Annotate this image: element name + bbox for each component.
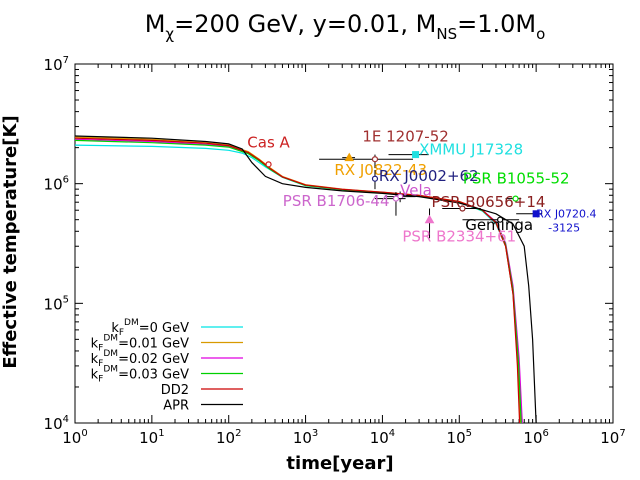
observation-label: PSR B1055-52: [463, 170, 570, 188]
circle-marker: [459, 205, 466, 212]
observation-2: RX J0822-43: [334, 152, 427, 179]
observation-label: Vela: [400, 181, 432, 199]
circle-marker: [265, 161, 272, 168]
plot-frame: [74, 63, 614, 424]
triangle-marker: [424, 214, 435, 224]
observation-label: Cas A: [247, 134, 290, 152]
legend-label-5: APR: [163, 399, 189, 414]
observation-label: RX J0822-43: [334, 161, 427, 179]
chart-title: Mχ=200 GeV, y=0.01, MNS=1.0Mo: [145, 10, 546, 43]
x-axis-label: time[year]: [286, 453, 393, 474]
observation-11: RX J0720.4 -3125: [516, 208, 597, 235]
y-tick-label: 105: [44, 294, 69, 313]
circle-marker: [512, 195, 519, 202]
observation-label: PSR B1706-44: [283, 192, 390, 210]
observation-label: XMMU J17328: [419, 141, 523, 159]
observation-5: Vela: [385, 181, 432, 203]
observation-3: XMMU J17328: [388, 141, 523, 159]
x-tick-label: 106: [523, 428, 548, 447]
circle-marker: [392, 195, 400, 202]
x-tick-label: 107: [600, 428, 625, 447]
curve-series: [74, 135, 537, 424]
x-axis-ticks: 100 101 102 103 104 105 106 107: [62, 64, 626, 447]
observation-7: PSR B2334+61: [402, 208, 516, 245]
legend-label-0: kFDM=0 GeV: [111, 318, 189, 338]
observation-10: Geminga: [462, 216, 533, 234]
x-tick-label: 104: [370, 428, 395, 447]
x-tick-label: 102: [216, 428, 241, 447]
observation-1: 1E 1207-52: [319, 128, 449, 169]
square-marker: [532, 210, 540, 218]
observation-label: PSR B2334+61: [402, 227, 516, 245]
observation-8: PSR B1055-52: [463, 170, 570, 202]
circle-marker: [371, 156, 379, 163]
x-tick-label: 101: [139, 428, 164, 447]
series-line-5: [74, 135, 537, 424]
legend-label-2: kFDM=0.02 GeV: [91, 349, 189, 369]
observation-6: PSR B1706-44: [283, 192, 406, 216]
observation-label: PSR B0656+14: [432, 193, 546, 211]
x-tick-label: 103: [293, 428, 318, 447]
series-line-4: [74, 137, 521, 424]
x-tick-label: 100: [62, 428, 87, 447]
observation-0: Cas A: [247, 134, 291, 168]
y-tick-label: 106: [44, 175, 69, 194]
x-tick-label: 105: [447, 428, 472, 447]
observation-4: RX J0002+62: [371, 167, 479, 190]
legend-label-1: kFDM=0.01 GeV: [91, 334, 189, 354]
observation-label: RX J0002+62: [379, 167, 479, 185]
plot-border: [74, 63, 614, 424]
y-tick-label: 104: [44, 414, 69, 433]
y-tick-label: 107: [44, 55, 69, 74]
observation-9: PSR B0656+14: [432, 193, 546, 212]
y-axis-ticks: 104 105 106 107: [44, 55, 613, 433]
triangle-marker: [344, 152, 355, 162]
observation-label: Geminga: [465, 216, 533, 234]
square-marker: [412, 151, 420, 159]
y-axis-label: Effective temperature[K]: [0, 115, 21, 368]
observation-label: 1E 1207-52: [362, 128, 448, 146]
legend-label-4: DD2: [161, 383, 189, 398]
circle-marker: [371, 175, 379, 182]
observation-points: Cas A 1E 1207-52 RX J0822-43 XMMU J17328 RX …: [247, 128, 596, 246]
observation-label: RX J0720.4 -3125: [536, 208, 596, 235]
legend-label-3: kFDM=0.03 GeV: [91, 365, 189, 385]
circle-marker: [497, 216, 504, 223]
